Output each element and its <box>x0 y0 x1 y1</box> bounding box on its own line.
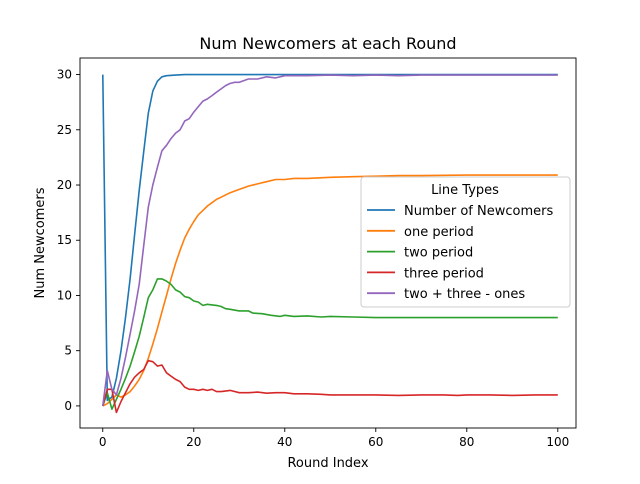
legend-title: Line Types <box>431 183 499 198</box>
x-tick-label: 80 <box>459 435 474 449</box>
legend-label-0: Number of Newcomers <box>404 204 553 219</box>
x-axis-label: Round Index <box>287 456 368 471</box>
y-tick-label: 25 <box>57 123 72 137</box>
x-tick-label: 60 <box>368 435 383 449</box>
x-axis: 0 20 40 60 80 100 <box>99 428 569 449</box>
y-tick-label: 20 <box>57 178 72 192</box>
legend-entries: Number of Newcomers one period two period t… <box>367 204 553 302</box>
y-tick-label: 5 <box>64 344 72 358</box>
y-axis-label: Num Newcomers <box>33 187 48 298</box>
legend-label-3: three period <box>404 266 484 281</box>
y-tick-label: 10 <box>57 288 72 302</box>
chart-title: Num Newcomers at each Round <box>199 34 456 53</box>
series-lines <box>102 73 558 414</box>
y-tick-label: 0 <box>64 399 72 413</box>
x-tick-label: 20 <box>186 435 201 449</box>
y-tick-label: 30 <box>57 68 72 82</box>
series-line-1 <box>102 174 558 407</box>
legend-label-2: two period <box>404 246 473 261</box>
plot-frame <box>79 57 577 429</box>
series-line-0 <box>102 73 558 402</box>
series-line-3 <box>102 359 558 414</box>
x-tick-label: 0 <box>99 435 107 449</box>
y-axis: 0 5 10 15 20 25 30 <box>57 68 80 413</box>
x-tick-label: 100 <box>546 435 569 449</box>
legend: Line Types Number of Newcomers one period… <box>360 176 571 308</box>
x-tick-label: 40 <box>277 435 292 449</box>
legend-label-1: one period <box>404 225 474 240</box>
y-tick-label: 15 <box>57 233 72 247</box>
legend-label-4: two + three - ones <box>404 287 525 302</box>
legend-box <box>360 176 571 308</box>
series-line-2 <box>102 278 558 411</box>
series-line-4 <box>102 74 558 407</box>
